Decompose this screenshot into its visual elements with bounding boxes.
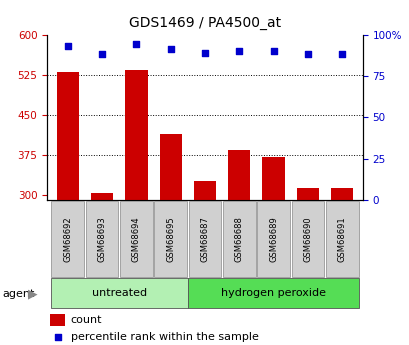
- Bar: [159, 135, 182, 200]
- Text: percentile rank within the sample: percentile rank within the sample: [71, 333, 258, 342]
- Bar: [56, 72, 79, 200]
- Point: [201, 50, 208, 56]
- Text: GSM68689: GSM68689: [268, 216, 277, 262]
- Text: count: count: [71, 315, 102, 325]
- Point: [133, 42, 139, 47]
- Point: [338, 52, 345, 57]
- Text: GSM68692: GSM68692: [63, 216, 72, 262]
- Point: [54, 335, 61, 340]
- Point: [304, 52, 310, 57]
- Text: untreated: untreated: [92, 288, 146, 298]
- Text: GSM68694: GSM68694: [132, 216, 141, 262]
- Text: GSM68691: GSM68691: [337, 216, 346, 262]
- Text: GSM68690: GSM68690: [303, 216, 312, 262]
- Point: [64, 43, 71, 49]
- FancyBboxPatch shape: [154, 201, 187, 277]
- Text: agent: agent: [2, 289, 34, 299]
- Text: GDS1469 / PA4500_at: GDS1469 / PA4500_at: [128, 16, 281, 30]
- Bar: [91, 193, 113, 200]
- FancyBboxPatch shape: [188, 201, 221, 277]
- Text: GSM68687: GSM68687: [200, 216, 209, 262]
- FancyBboxPatch shape: [120, 201, 152, 277]
- Bar: [193, 181, 216, 200]
- FancyBboxPatch shape: [257, 201, 289, 277]
- FancyBboxPatch shape: [51, 201, 84, 277]
- FancyBboxPatch shape: [85, 201, 118, 277]
- Bar: [262, 157, 284, 200]
- Bar: [125, 70, 147, 200]
- FancyBboxPatch shape: [222, 201, 255, 277]
- Point: [167, 47, 173, 52]
- Text: GSM68688: GSM68688: [234, 216, 243, 262]
- Point: [236, 48, 242, 54]
- Bar: [330, 188, 353, 200]
- FancyBboxPatch shape: [325, 201, 358, 277]
- Text: GSM68695: GSM68695: [166, 216, 175, 262]
- Bar: [50, 314, 64, 326]
- Point: [99, 52, 105, 57]
- Bar: [296, 188, 318, 200]
- FancyBboxPatch shape: [50, 278, 187, 308]
- Text: hydrogen peroxide: hydrogen peroxide: [220, 288, 325, 298]
- Text: ▶: ▶: [27, 287, 37, 300]
- FancyBboxPatch shape: [187, 278, 359, 308]
- Point: [270, 48, 276, 54]
- FancyBboxPatch shape: [291, 201, 324, 277]
- Text: GSM68693: GSM68693: [97, 216, 106, 262]
- Bar: [227, 150, 250, 200]
